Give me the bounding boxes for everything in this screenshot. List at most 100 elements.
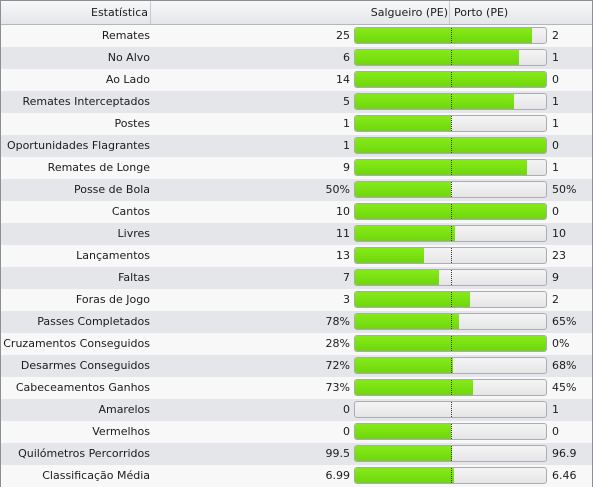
away-value: 1	[552, 51, 559, 64]
home-share-fill	[355, 94, 514, 109]
midpoint-marker	[451, 424, 452, 439]
home-share-fill	[355, 468, 454, 483]
away-value: 65%	[552, 315, 577, 328]
header-home-column[interactable]: Salgueiro (PE)	[152, 1, 450, 24]
away-value: 96.9	[552, 447, 577, 460]
home-value: 6	[343, 51, 350, 64]
midpoint-marker	[451, 72, 452, 87]
midpoint-marker	[451, 270, 452, 285]
stat-row[interactable]: Ao Lado 14 0	[1, 69, 592, 91]
stat-row[interactable]: Classificação Média 6.99 6.46	[1, 465, 592, 487]
home-share-fill	[355, 138, 546, 153]
midpoint-marker	[451, 138, 452, 153]
away-value: 45%	[552, 381, 577, 394]
home-share-fill	[355, 270, 439, 285]
stat-row[interactable]: Passes Completados 78% 65%	[1, 311, 592, 333]
home-value: 78%	[325, 315, 350, 328]
midpoint-marker	[451, 50, 452, 65]
stat-row[interactable]: Desarmes Conseguidos 72% 68%	[1, 355, 592, 377]
home-share-fill	[355, 72, 546, 87]
home-share-fill	[355, 358, 453, 373]
home-share-fill	[355, 50, 519, 65]
comparison-bar	[354, 181, 547, 198]
home-value: 72%	[325, 359, 350, 372]
stat-label: Quilómetros Percorridos	[18, 447, 150, 460]
comparison-bar	[354, 313, 547, 330]
stat-label: Cantos	[111, 205, 150, 218]
stat-label: Cabeceamentos Ganhos	[15, 381, 150, 394]
stat-row[interactable]: Faltas 7 9	[1, 267, 592, 289]
home-share-fill	[355, 204, 546, 219]
away-value: 9	[552, 271, 559, 284]
midpoint-marker	[451, 402, 452, 417]
home-share-fill	[355, 314, 459, 329]
midpoint-marker	[451, 358, 452, 373]
stat-label: Remates Interceptados	[22, 95, 150, 108]
home-value: 1	[343, 117, 350, 130]
home-value: 25	[336, 29, 350, 42]
midpoint-marker	[451, 116, 452, 131]
midpoint-marker	[451, 94, 452, 109]
stat-row[interactable]: Posse de Bola 50% 50%	[1, 179, 592, 201]
midpoint-marker	[451, 292, 452, 307]
home-value: 0	[343, 425, 350, 438]
stat-row[interactable]: Cruzamentos Conseguidos 28% 0%	[1, 333, 592, 355]
home-share-fill	[355, 182, 451, 197]
away-value: 0%	[552, 337, 570, 350]
stat-row[interactable]: Quilómetros Percorridos 99.5 96.9	[1, 443, 592, 465]
away-value: 2	[552, 293, 559, 306]
stat-label: No Alvo	[107, 51, 150, 64]
home-share-fill	[355, 160, 527, 175]
comparison-bar	[354, 247, 547, 264]
midpoint-marker	[451, 182, 452, 197]
home-value: 9	[343, 161, 350, 174]
midpoint-marker	[451, 468, 452, 483]
away-value: 68%	[552, 359, 577, 372]
header-stat-column[interactable]: Estatística	[1, 1, 151, 24]
comparison-bar	[354, 27, 547, 44]
comparison-bar	[354, 445, 547, 462]
comparison-bar	[354, 401, 547, 418]
comparison-bar	[354, 357, 547, 374]
home-value: 13	[336, 249, 350, 262]
away-value: 0	[552, 425, 559, 438]
stat-row[interactable]: Remates de Longe 9 1	[1, 157, 592, 179]
stat-row[interactable]: Remates 25 2	[1, 25, 592, 47]
comparison-bar	[354, 137, 547, 154]
stat-row[interactable]: Cabeceamentos Ganhos 73% 45%	[1, 377, 592, 399]
midpoint-marker	[451, 204, 452, 219]
home-value: 50%	[325, 183, 350, 196]
stat-row[interactable]: Cantos 10 0	[1, 201, 592, 223]
home-share-fill	[355, 336, 546, 351]
comparison-bar	[354, 423, 547, 440]
home-value: 11	[336, 227, 350, 240]
midpoint-marker	[451, 248, 452, 263]
stat-label: Oportunidades Flagrantes	[6, 139, 150, 152]
home-value: 99.5	[325, 447, 351, 460]
away-value: 50%	[552, 183, 577, 196]
away-value: 0	[552, 205, 559, 218]
home-value: 10	[336, 205, 350, 218]
away-value: 2	[552, 29, 559, 42]
stat-row[interactable]: No Alvo 6 1	[1, 47, 592, 69]
home-share-fill	[355, 116, 451, 131]
header-away-column[interactable]: Porto (PE)	[451, 1, 508, 24]
stat-row[interactable]: Oportunidades Flagrantes 1 0	[1, 135, 592, 157]
stat-row[interactable]: Foras de Jogo 3 2	[1, 289, 592, 311]
stat-row[interactable]: Amarelos 0 1	[1, 399, 592, 421]
stat-row[interactable]: Postes 1 1	[1, 113, 592, 135]
stat-row[interactable]: Vermelhos 0 0	[1, 421, 592, 443]
home-value: 0	[343, 403, 350, 416]
home-value: 28%	[325, 337, 350, 350]
stat-label: Classificação Média	[42, 469, 150, 482]
stat-row[interactable]: Livres 11 10	[1, 223, 592, 245]
home-share-fill	[355, 226, 455, 241]
header-away-team: Porto (PE)	[454, 6, 509, 19]
stat-label: Foras de Jogo	[75, 293, 150, 306]
home-value: 14	[336, 73, 350, 86]
home-value: 5	[343, 95, 350, 108]
home-share-fill	[355, 292, 470, 307]
stat-row[interactable]: Lançamentos 13 23	[1, 245, 592, 267]
stat-row[interactable]: Remates Interceptados 5 1	[1, 91, 592, 113]
